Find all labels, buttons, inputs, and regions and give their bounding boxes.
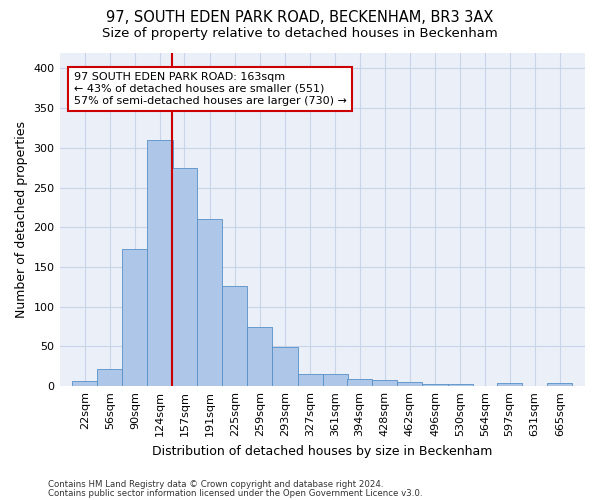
Bar [497,383,522,386]
Bar [172,168,197,386]
Bar [97,370,122,386]
Bar [222,286,247,386]
Text: Size of property relative to detached houses in Beckenham: Size of property relative to detached ho… [102,28,498,40]
Bar [72,380,97,386]
Bar [272,348,298,386]
Bar [547,383,572,386]
Text: Contains HM Land Registry data © Crown copyright and database right 2024.: Contains HM Land Registry data © Crown c… [48,480,383,489]
Bar [247,328,272,386]
Text: Contains public sector information licensed under the Open Government Licence v3: Contains public sector information licen… [48,489,422,498]
Text: 97, SOUTH EDEN PARK ROAD, BECKENHAM, BR3 3AX: 97, SOUTH EDEN PARK ROAD, BECKENHAM, BR3… [106,10,494,25]
Bar [323,374,348,386]
Bar [122,248,148,386]
X-axis label: Distribution of detached houses by size in Beckenham: Distribution of detached houses by size … [152,444,493,458]
Bar [298,374,323,386]
Bar [347,379,372,386]
Bar [422,384,448,386]
Bar [448,384,473,386]
Bar [397,382,422,386]
Y-axis label: Number of detached properties: Number of detached properties [15,121,28,318]
Bar [372,380,397,386]
Bar [148,140,173,386]
Text: 97 SOUTH EDEN PARK ROAD: 163sqm
← 43% of detached houses are smaller (551)
57% o: 97 SOUTH EDEN PARK ROAD: 163sqm ← 43% of… [74,72,346,106]
Bar [197,220,222,386]
